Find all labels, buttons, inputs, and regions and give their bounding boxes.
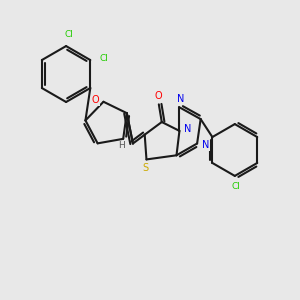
Text: N: N (184, 124, 191, 134)
Text: Cl: Cl (64, 30, 73, 39)
Text: O: O (92, 95, 99, 105)
Text: H: H (118, 141, 125, 150)
Text: S: S (143, 163, 149, 173)
Text: Cl: Cl (99, 54, 108, 63)
Text: Cl: Cl (232, 182, 241, 191)
Text: N: N (177, 94, 184, 104)
Text: N: N (202, 140, 210, 150)
Text: O: O (154, 91, 162, 101)
